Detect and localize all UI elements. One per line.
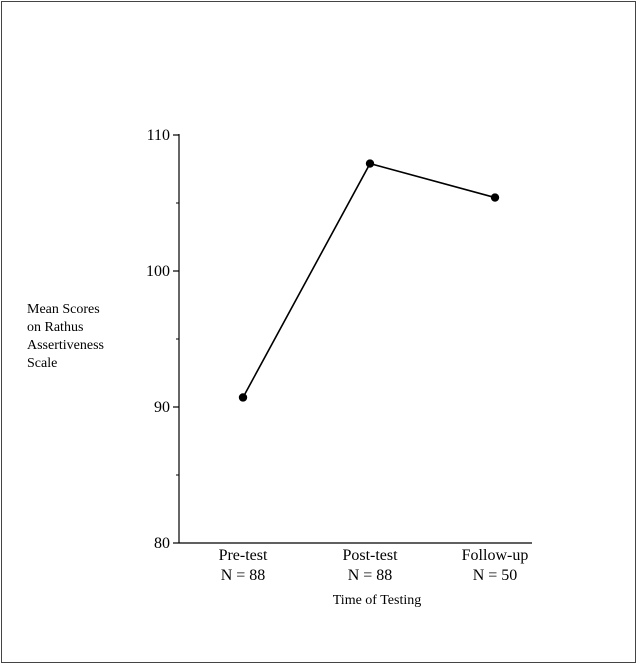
y-axis-title-line-3: Assertiveness [27,338,104,353]
data-point-post-test [365,159,375,168]
series-line [238,159,500,402]
y-axis-title-line-2: on Rathus [27,320,83,335]
x-tick-labels: Pre-test N = 88 Post-test N = 88 Follow-up N … [219,547,529,584]
x-tick-sublabel-post-test: N = 88 [348,567,393,584]
y-tick-label-80: 80 [154,535,170,552]
x-tick-sublabel-follow-up: N = 50 [473,567,518,584]
series-path [242,162,496,398]
x-axis-title: Time of Testing [333,593,421,608]
y-tick-label-100: 100 [146,263,170,280]
y-axis-title: Mean Scores on Rathus Assertiveness Scal… [27,302,104,371]
x-tick-label-follow-up: Follow-up [462,547,529,564]
y-tick-label-90: 90 [154,399,170,416]
x-tick-sublabel-pre-test: N = 88 [221,567,266,584]
x-tick-label-post-test: Post-test [342,547,398,564]
y-axis-title-line-1: Mean Scores [27,302,100,317]
axes [178,134,532,544]
data-point-follow-up [490,193,500,202]
y-ticks: 80 90 100 110 [146,127,179,552]
x-tick-label-pre-test: Pre-test [219,547,268,564]
data-point-pre-test [238,393,248,402]
y-axis-title-line-4: Scale [27,356,57,371]
y-tick-label-110: 110 [147,127,170,144]
